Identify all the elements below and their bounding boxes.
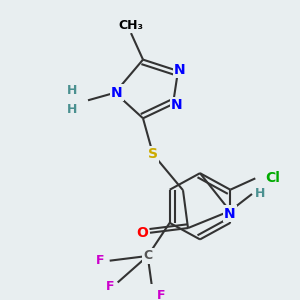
- Text: N: N: [224, 207, 236, 221]
- Text: N: N: [111, 86, 123, 100]
- Text: H: H: [255, 188, 265, 200]
- Text: F: F: [105, 280, 114, 293]
- Text: H: H: [67, 84, 77, 97]
- Text: N: N: [174, 63, 186, 77]
- Text: CH₃: CH₃: [118, 19, 143, 32]
- Text: Cl: Cl: [265, 171, 280, 185]
- Text: C: C: [143, 250, 152, 262]
- Text: F: F: [95, 254, 104, 267]
- Text: O: O: [136, 226, 148, 240]
- Text: F: F: [156, 289, 165, 300]
- Text: S: S: [148, 147, 158, 161]
- Text: H: H: [67, 103, 77, 116]
- Text: N: N: [171, 98, 183, 112]
